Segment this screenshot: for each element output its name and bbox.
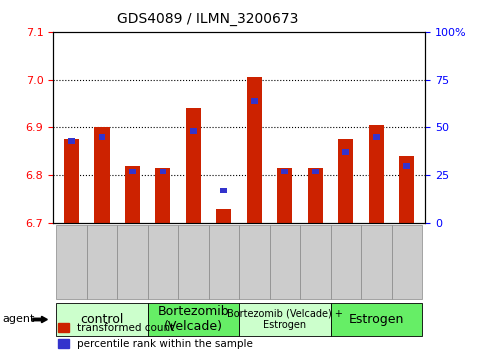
Bar [247, 77, 262, 223]
Bar [282, 169, 288, 174]
Bar [155, 168, 170, 223]
Bar [338, 139, 354, 223]
Bar [277, 168, 292, 223]
Bar [308, 168, 323, 223]
Bar [94, 127, 110, 223]
Bar [129, 169, 136, 174]
Bar [312, 169, 319, 174]
Bar [221, 188, 227, 193]
Bar [403, 163, 410, 169]
Text: control: control [80, 313, 124, 326]
Bar [342, 149, 349, 155]
Bar [399, 156, 414, 223]
Bar [190, 129, 197, 134]
Text: GDS4089 / ILMN_3200673: GDS4089 / ILMN_3200673 [117, 12, 298, 27]
Bar [125, 166, 140, 223]
Text: Bortezomib
(Velcade): Bortezomib (Velcade) [157, 306, 229, 333]
Bar [216, 209, 231, 223]
Bar [64, 139, 79, 223]
Legend: transformed count, percentile rank within the sample: transformed count, percentile rank withi… [58, 323, 253, 349]
Bar [373, 134, 380, 140]
Bar [99, 134, 105, 140]
Text: Bortezomib (Velcade) +
Estrogen: Bortezomib (Velcade) + Estrogen [227, 309, 343, 330]
Bar [186, 108, 201, 223]
Bar [251, 98, 258, 104]
Text: agent: agent [2, 314, 35, 325]
Bar [68, 138, 75, 144]
Bar [159, 169, 166, 174]
Text: Estrogen: Estrogen [349, 313, 404, 326]
Bar [369, 125, 384, 223]
